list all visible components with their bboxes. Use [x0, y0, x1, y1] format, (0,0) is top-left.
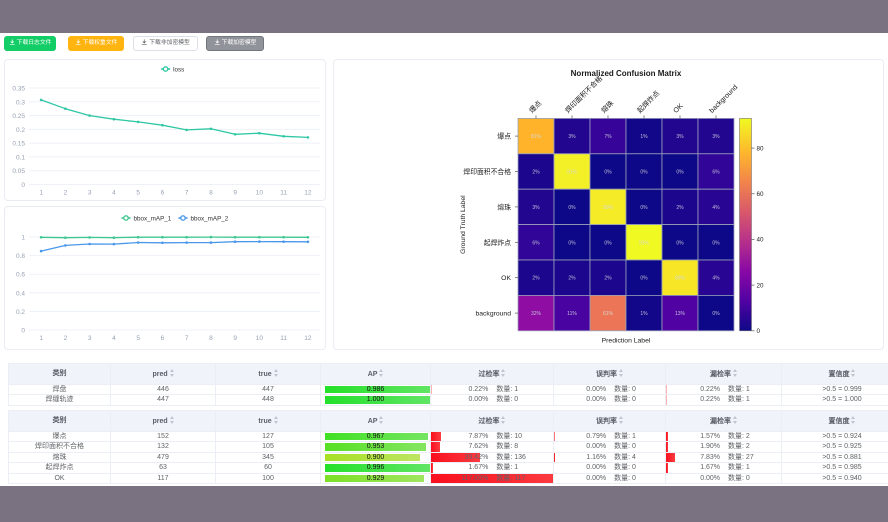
- svg-text:93%: 93%: [639, 240, 650, 246]
- svg-text:0.1: 0.1: [16, 154, 25, 161]
- svg-text:焊印面积不合格: 焊印面积不合格: [463, 167, 511, 176]
- svg-text:1%: 1%: [640, 134, 648, 140]
- svg-text:89%: 89%: [675, 276, 686, 282]
- svg-text:2%: 2%: [604, 276, 612, 282]
- svg-text:熔珠: 熔珠: [599, 99, 615, 115]
- svg-text:6%: 6%: [532, 240, 540, 246]
- svg-text:0%: 0%: [604, 170, 612, 176]
- svg-text:爆点: 爆点: [527, 99, 543, 115]
- svg-text:0%: 0%: [604, 240, 612, 246]
- svg-text:2%: 2%: [532, 170, 540, 176]
- svg-text:0%: 0%: [568, 205, 576, 211]
- svg-text:background: background: [475, 311, 511, 318]
- svg-text:3: 3: [88, 190, 92, 197]
- svg-text:0.25: 0.25: [12, 113, 25, 120]
- svg-text:90%: 90%: [603, 205, 614, 211]
- svg-text:爆点: 爆点: [497, 132, 511, 141]
- svg-text:0%: 0%: [640, 205, 648, 211]
- svg-text:60: 60: [757, 191, 765, 198]
- svg-text:Ground Truth Label: Ground Truth Label: [460, 195, 467, 254]
- svg-text:0%: 0%: [640, 276, 648, 282]
- svg-text:熔珠: 熔珠: [497, 202, 511, 211]
- svg-text:0: 0: [21, 328, 25, 335]
- svg-text:9: 9: [233, 335, 237, 342]
- svg-text:1%: 1%: [640, 311, 648, 317]
- svg-text:0%: 0%: [568, 240, 576, 246]
- svg-text:0: 0: [757, 328, 761, 335]
- svg-text:4%: 4%: [712, 205, 720, 211]
- svg-text:1: 1: [21, 235, 25, 242]
- svg-text:3%: 3%: [532, 205, 540, 211]
- svg-text:6%: 6%: [712, 170, 720, 176]
- svg-text:7: 7: [185, 335, 189, 342]
- svg-text:81%: 81%: [531, 134, 542, 140]
- svg-text:2: 2: [64, 335, 68, 342]
- svg-text:焊印面积不合格: 焊印面积不合格: [563, 74, 604, 115]
- svg-text:background: background: [708, 84, 739, 115]
- svg-text:0.2: 0.2: [16, 127, 25, 134]
- svg-text:2: 2: [64, 190, 68, 197]
- svg-text:40: 40: [757, 237, 765, 244]
- svg-text:80: 80: [757, 145, 765, 152]
- svg-text:11%: 11%: [567, 311, 577, 317]
- svg-text:0.4: 0.4: [16, 290, 25, 297]
- svg-text:6: 6: [161, 335, 165, 342]
- svg-text:起焊炸点: 起焊炸点: [484, 238, 511, 247]
- svg-text:bbox_mAP_2: bbox_mAP_2: [191, 215, 229, 222]
- svg-text:0.15: 0.15: [12, 141, 25, 148]
- svg-text:4%: 4%: [712, 276, 720, 282]
- svg-text:91%: 91%: [567, 170, 578, 176]
- svg-text:61%: 61%: [603, 311, 614, 317]
- svg-text:2%: 2%: [568, 276, 576, 282]
- svg-text:3: 3: [88, 335, 92, 342]
- svg-text:9: 9: [233, 190, 237, 197]
- svg-text:0.2: 0.2: [16, 309, 25, 316]
- svg-text:32%: 32%: [531, 311, 542, 317]
- svg-text:5: 5: [136, 335, 140, 342]
- svg-text:0%: 0%: [712, 311, 720, 317]
- svg-text:10: 10: [256, 190, 264, 197]
- svg-text:7: 7: [185, 190, 189, 197]
- svg-text:Normalized Confusion Matrix: Normalized Confusion Matrix: [571, 69, 682, 78]
- svg-text:0.3: 0.3: [16, 99, 25, 106]
- svg-text:4: 4: [112, 190, 116, 197]
- svg-text:loss: loss: [173, 66, 184, 73]
- svg-text:0.05: 0.05: [12, 168, 25, 175]
- svg-text:0%: 0%: [676, 240, 684, 246]
- svg-text:3%: 3%: [568, 134, 576, 140]
- svg-text:0%: 0%: [712, 240, 720, 246]
- svg-text:0.8: 0.8: [16, 253, 25, 260]
- svg-text:0.35: 0.35: [12, 86, 25, 93]
- svg-text:6: 6: [161, 190, 165, 197]
- svg-text:12: 12: [304, 190, 312, 197]
- svg-text:1: 1: [39, 335, 43, 342]
- svg-text:8: 8: [209, 190, 213, 197]
- svg-text:3%: 3%: [712, 134, 720, 140]
- svg-text:5: 5: [136, 190, 140, 197]
- svg-text:7%: 7%: [604, 134, 612, 140]
- svg-text:OK: OK: [501, 275, 511, 282]
- svg-text:10: 10: [256, 335, 264, 342]
- svg-text:11: 11: [280, 190, 287, 197]
- svg-text:OK: OK: [672, 102, 684, 114]
- svg-text:bbox_mAP_1: bbox_mAP_1: [134, 215, 172, 222]
- svg-text:20: 20: [757, 282, 765, 289]
- svg-text:12: 12: [304, 335, 312, 342]
- svg-text:2%: 2%: [676, 205, 684, 211]
- svg-text:0.6: 0.6: [16, 272, 25, 279]
- svg-text:起焊炸点: 起焊炸点: [635, 89, 661, 115]
- svg-text:8: 8: [209, 335, 213, 342]
- svg-text:11: 11: [280, 335, 287, 342]
- svg-text:2%: 2%: [532, 276, 540, 282]
- svg-text:1: 1: [39, 190, 43, 197]
- svg-text:4: 4: [112, 335, 116, 342]
- svg-text:0: 0: [21, 182, 25, 189]
- svg-text:3%: 3%: [676, 134, 684, 140]
- svg-text:0%: 0%: [640, 170, 648, 176]
- svg-text:0%: 0%: [676, 170, 684, 176]
- svg-text:Prediction Label: Prediction Label: [602, 337, 651, 344]
- svg-text:13%: 13%: [675, 311, 686, 317]
